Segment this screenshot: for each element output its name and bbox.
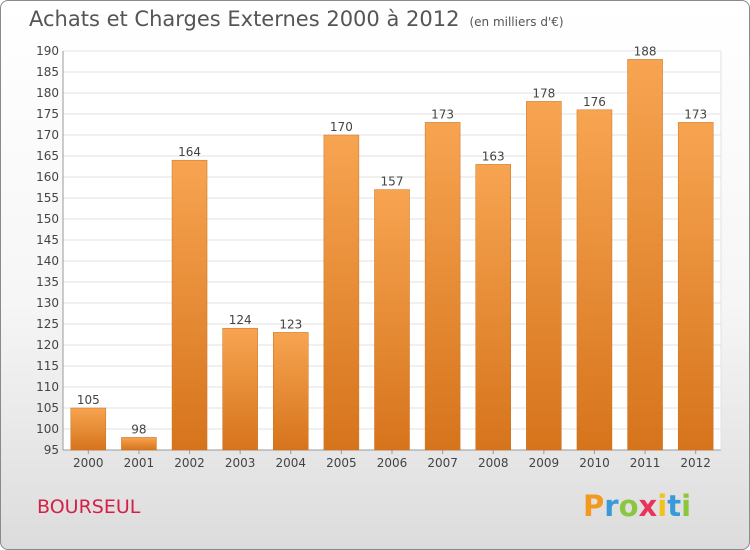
bar bbox=[374, 189, 410, 451]
y-tick-label: 100 bbox=[36, 422, 59, 436]
value-label: 176 bbox=[583, 95, 606, 109]
value-label: 188 bbox=[634, 44, 657, 58]
x-tick-label: 2001 bbox=[124, 456, 155, 470]
value-label: 123 bbox=[279, 317, 302, 331]
logo-letter: i bbox=[657, 489, 668, 523]
x-tick-label: 2005 bbox=[326, 456, 357, 470]
logo-letter: o bbox=[618, 489, 639, 523]
bar bbox=[70, 407, 107, 451]
y-tick-label: 95 bbox=[44, 443, 59, 457]
x-tick-label: 2006 bbox=[377, 456, 408, 470]
chart-unit: (en milliers d'€) bbox=[469, 15, 564, 29]
y-tick-label: 115 bbox=[36, 359, 59, 373]
value-label: 164 bbox=[178, 145, 201, 159]
bar bbox=[475, 164, 511, 451]
y-tick-label: 135 bbox=[36, 275, 59, 289]
x-tick-label: 2011 bbox=[630, 456, 661, 470]
bar bbox=[576, 109, 613, 451]
y-tick-label: 180 bbox=[36, 86, 59, 100]
x-tick-label: 2004 bbox=[275, 456, 306, 470]
y-tick-label: 185 bbox=[36, 65, 59, 79]
value-label: 163 bbox=[482, 149, 505, 163]
bar bbox=[121, 437, 157, 451]
x-tick-label: 2009 bbox=[529, 456, 560, 470]
y-tick-label: 110 bbox=[36, 380, 59, 394]
x-tick-label: 2003 bbox=[225, 456, 256, 470]
y-tick-label: 140 bbox=[36, 254, 59, 268]
y-tick-label: 150 bbox=[36, 212, 59, 226]
chart-title-text: Achats et Charges Externes 2000 à 2012 bbox=[29, 7, 460, 31]
logo-letter: P bbox=[583, 489, 605, 523]
x-tick-label: 2007 bbox=[427, 456, 458, 470]
x-tick-label: 2012 bbox=[680, 456, 711, 470]
x-tick-label: 2008 bbox=[478, 456, 509, 470]
proxiti-logo: Proxiti bbox=[583, 489, 691, 523]
value-label: 124 bbox=[229, 313, 252, 327]
y-tick-label: 190 bbox=[36, 44, 59, 58]
value-label: 173 bbox=[684, 107, 707, 121]
y-tick-label: 175 bbox=[36, 107, 59, 121]
y-tick-label: 155 bbox=[36, 191, 59, 205]
x-tick-label: 2000 bbox=[73, 456, 104, 470]
logo-letter: x bbox=[638, 489, 658, 523]
y-tick-label: 105 bbox=[36, 401, 59, 415]
bar bbox=[677, 122, 714, 451]
bar bbox=[323, 134, 360, 451]
bar bbox=[222, 327, 258, 451]
value-label: 173 bbox=[431, 107, 454, 121]
x-tick-label: 2010 bbox=[579, 456, 610, 470]
chart-title: Achats et Charges Externes 2000 à 2012 (e… bbox=[29, 7, 564, 31]
bar bbox=[526, 101, 562, 451]
value-label: 98 bbox=[131, 422, 146, 436]
bar bbox=[424, 122, 461, 451]
y-tick-label: 120 bbox=[36, 338, 59, 352]
y-tick-label: 170 bbox=[36, 128, 59, 142]
commune-name: BOURSEUL bbox=[37, 496, 141, 518]
x-tick-label: 2002 bbox=[174, 456, 205, 470]
logo-letter: t bbox=[667, 489, 682, 523]
value-label: 105 bbox=[77, 393, 100, 407]
y-tick-label: 160 bbox=[36, 170, 59, 184]
bar bbox=[171, 159, 208, 451]
bar bbox=[627, 59, 663, 451]
value-label: 157 bbox=[381, 175, 404, 189]
value-label: 178 bbox=[532, 86, 555, 100]
y-tick-label: 130 bbox=[36, 296, 59, 310]
logo-letter: i bbox=[681, 489, 692, 523]
y-tick-label: 145 bbox=[36, 233, 59, 247]
y-tick-label: 165 bbox=[36, 149, 59, 163]
value-label: 170 bbox=[330, 120, 353, 134]
y-tick-label: 125 bbox=[36, 317, 59, 331]
bar bbox=[273, 332, 309, 451]
logo-letter: r bbox=[604, 489, 619, 523]
